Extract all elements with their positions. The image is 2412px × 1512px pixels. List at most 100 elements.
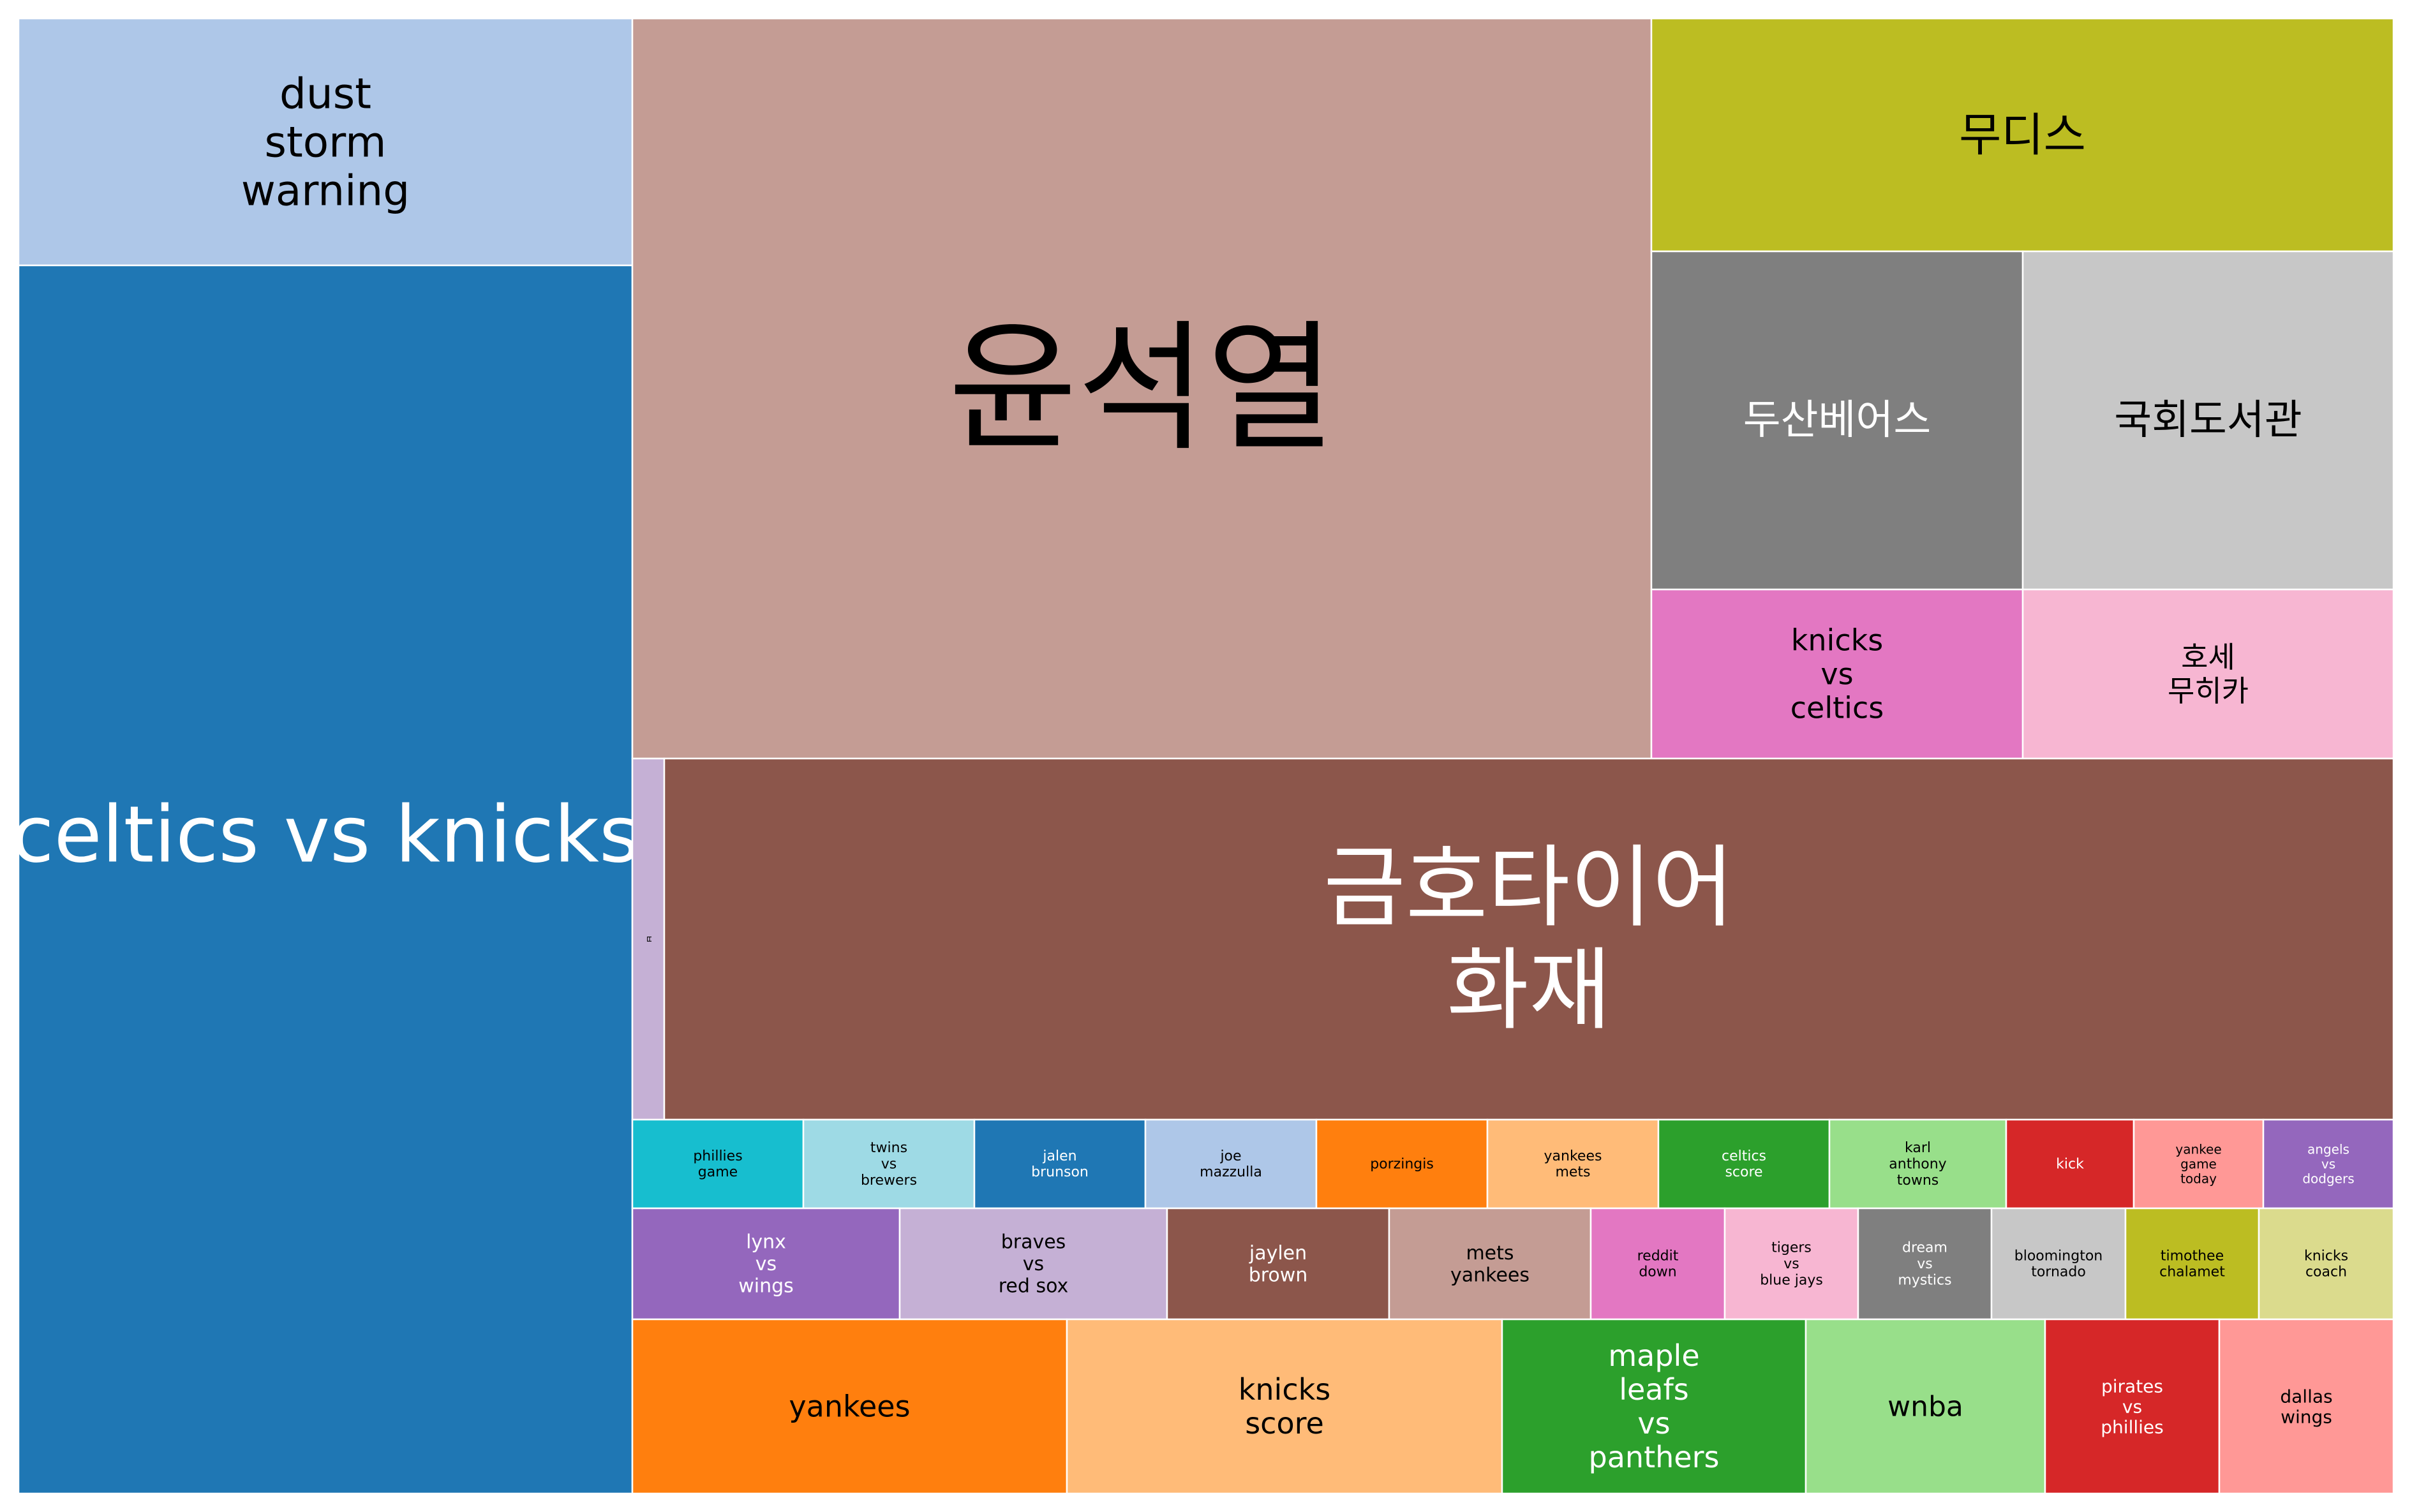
- treemap-tile-phillies-game: phillies game: [631, 1118, 805, 1210]
- treemap-label: yankee game today: [2175, 1142, 2221, 1187]
- treemap-label: twins vs brewers: [861, 1140, 917, 1189]
- treemap-label: 호세 무히카: [2168, 640, 2249, 708]
- treemap-tile-호세-무히카: 호세 무히카: [2021, 588, 2395, 760]
- treemap-tile-celtics-score: celtics score: [1657, 1118, 1831, 1210]
- treemap-tile-wnba: wnba: [1805, 1318, 2046, 1495]
- treemap-tile-twins-vs-brewers: twins vs brewers: [802, 1118, 976, 1210]
- treemap-label: tigers vs blue jays: [1760, 1240, 1823, 1288]
- treemap-rect: [663, 757, 2395, 1121]
- treemap-label: knicks vs celtics: [1790, 623, 1884, 725]
- treemap-rect: [802, 1118, 976, 1210]
- treemap-label: 무디스: [1959, 108, 2086, 162]
- treemap-tile-knicks-vs-celtics: knicks vs celtics: [1650, 588, 2024, 760]
- treemap-label: dallas wings: [2280, 1386, 2332, 1427]
- treemap-tile-knicks-coach: knicks coach: [2258, 1207, 2395, 1321]
- treemap-label: jalen brunson: [1031, 1148, 1089, 1180]
- treemap-tile-pirates-vs-phillies: pirates vs phillies: [2044, 1318, 2221, 1495]
- treemap-rect: [1066, 1318, 1503, 1495]
- treemap-tile-celtics-vs-knicks: celtics vs knicks: [11, 264, 640, 1495]
- treemap-tile-dallas-wings: dallas wings: [2218, 1318, 2395, 1495]
- treemap-label: timothee chalamet: [2159, 1248, 2225, 1280]
- treemap-tile-maple-leafs-vs-panthers: maple leafs vs panthers: [1501, 1318, 1807, 1495]
- treemap-tile-윤석열: 윤석열: [631, 17, 1653, 760]
- treemap-rect: [2124, 1207, 2260, 1321]
- treemap-tile-angels-vs-dodgers: angels vs dodgers: [2262, 1118, 2395, 1210]
- treemap-label: yankees: [789, 1390, 910, 1424]
- treemap-label: knicks score: [1239, 1372, 1330, 1441]
- treemap-rect: [1589, 1207, 1726, 1321]
- treemap-rect: [1650, 17, 2395, 253]
- treemap-label: mets yankees: [1450, 1241, 1530, 1286]
- treemap-rect: [1166, 1207, 1390, 1321]
- treemap-tile-timothee-chalamet: timothee chalamet: [2124, 1207, 2260, 1321]
- treemap-rect: [1657, 1118, 1831, 1210]
- treemap-label: joe mazzulla: [1200, 1148, 1262, 1180]
- treemap-label: lynx vs wings: [738, 1231, 794, 1297]
- treemap-tile-두산베어스: 두산베어스: [1650, 250, 2024, 591]
- treemap-tile-국회도서관: 국회도서관: [2021, 250, 2395, 591]
- treemap-rect: [973, 1118, 1147, 1210]
- treemap-label: porzingis: [1370, 1156, 1434, 1172]
- treemap-label: 두산베어스: [1743, 397, 1931, 444]
- treemap-label: celtics vs knicks: [11, 789, 640, 880]
- treemap-rect: [1501, 1318, 1807, 1495]
- treemap-label: maple leafs vs panthers: [1589, 1338, 1720, 1474]
- treemap-label: dream vs mystics: [1898, 1240, 1951, 1288]
- treemap-label: 윤석열: [948, 307, 1336, 470]
- treemap-tile-yankees: yankees: [631, 1318, 1068, 1495]
- treemap-tile-yankees-mets: yankees mets: [1486, 1118, 1660, 1210]
- treemap-label: 국회도서관: [2114, 397, 2302, 444]
- treemap-label: bloomington tornado: [2014, 1248, 2103, 1280]
- treemap-tile-dream-vs-mystics: dream vs mystics: [1857, 1207, 1993, 1321]
- treemap-rect: [1315, 1118, 1489, 1210]
- treemap-label: reddit down: [1637, 1248, 1679, 1280]
- treemap-rect: [17, 17, 634, 267]
- treemap-rect: [631, 757, 666, 1121]
- treemap-tile-lynx-vs-wings: lynx vs wings: [631, 1207, 901, 1321]
- treemap-label: pirates vs phillies: [2101, 1375, 2163, 1437]
- treemap-rect: [2258, 1207, 2395, 1321]
- treemap-label: angels vs dodgers: [2302, 1142, 2354, 1187]
- treemap-label: 금호타이어 화재: [1323, 836, 1734, 1042]
- treemap-rect: [2021, 250, 2395, 591]
- treemap-rect: [2133, 1118, 2265, 1210]
- treemap-rect: [1828, 1118, 2007, 1210]
- treemap-label: knicks coach: [2304, 1248, 2348, 1280]
- treemap-tile-mets-yankees: mets yankees: [1388, 1207, 1592, 1321]
- treemap-rect: [1805, 1318, 2046, 1495]
- treemap-tile-joe-mazzulla: joe mazzulla: [1144, 1118, 1318, 1210]
- treemap-tile-porzingis: porzingis: [1315, 1118, 1489, 1210]
- treemap-rect: [2021, 588, 2395, 760]
- treemap-rect: [2218, 1318, 2395, 1495]
- treemap-label: kick: [2056, 1156, 2084, 1172]
- treemap-tile-bloomington-tornado: bloomington tornado: [1990, 1207, 2127, 1321]
- treemap-label: yankees mets: [1544, 1148, 1602, 1180]
- treemap-label: braves vs red sox: [999, 1231, 1069, 1297]
- treemap-tile-dust-storm-warning: dust storm warning: [17, 17, 634, 267]
- treemap-tile-braves-vs-red-sox: braves vs red sox: [898, 1207, 1168, 1321]
- treemap-tile-knicks-score: knicks score: [1066, 1318, 1503, 1495]
- treemap-rect: [1650, 588, 2024, 760]
- treemap-rect: [1144, 1118, 1318, 1210]
- treemap-rect: [1388, 1207, 1592, 1321]
- treemap-rect: [2262, 1118, 2395, 1210]
- treemap-label: ㅂ: [643, 935, 653, 944]
- treemap-rect: [631, 17, 1653, 760]
- treemap-tile-금호타이어-화재: 금호타이어 화재: [663, 757, 2395, 1121]
- treemap-rect: [1990, 1207, 2127, 1321]
- treemap-tile-jalen-brunson: jalen brunson: [973, 1118, 1147, 1210]
- treemap-rect: [631, 1207, 901, 1321]
- treemap-tile-tigers-vs-blue-jays: tigers vs blue jays: [1723, 1207, 1859, 1321]
- treemap-rect: [1723, 1207, 1859, 1321]
- treemap-rect: [1650, 250, 2024, 591]
- treemap-tile-reddit-down: reddit down: [1589, 1207, 1726, 1321]
- treemap-rect: [2005, 1118, 2135, 1210]
- treemap-tile-kick: kick: [2005, 1118, 2135, 1210]
- treemap-tile-karl-anthony-towns: karl anthony towns: [1828, 1118, 2007, 1210]
- treemap-rect: [631, 1318, 1068, 1495]
- treemap-tile-ㅂ: ㅂ: [631, 757, 666, 1121]
- treemap-label: karl anthony towns: [1889, 1140, 1946, 1189]
- treemap-label: wnba: [1887, 1390, 1963, 1423]
- treemap-rect: [17, 264, 634, 1495]
- treemap-label: jaylen brown: [1249, 1241, 1308, 1286]
